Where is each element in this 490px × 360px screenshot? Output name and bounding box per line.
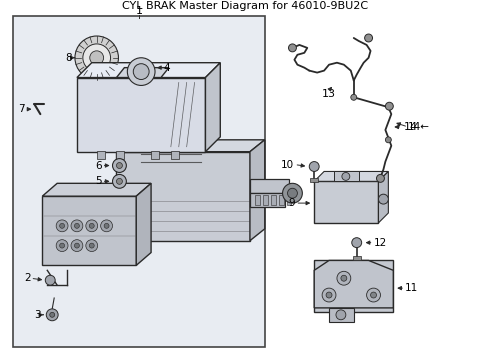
Text: 9: 9 (289, 198, 295, 208)
Polygon shape (205, 63, 221, 152)
Bar (147, 68, 151, 76)
Text: 1: 1 (136, 6, 143, 16)
Polygon shape (136, 183, 151, 265)
Text: 14: 14 (404, 122, 418, 132)
Bar (77, 77, 205, 152)
Circle shape (309, 162, 319, 171)
Circle shape (113, 175, 126, 188)
Circle shape (71, 240, 83, 252)
Text: 14←: 14← (408, 122, 430, 132)
Circle shape (104, 223, 109, 228)
Circle shape (283, 183, 302, 203)
Circle shape (386, 102, 393, 110)
Circle shape (365, 34, 372, 42)
Circle shape (113, 159, 126, 172)
Circle shape (75, 36, 119, 80)
Circle shape (90, 51, 103, 65)
Circle shape (89, 243, 94, 248)
Text: CYL BRAK Master Diagram for 46010-9BU2C: CYL BRAK Master Diagram for 46010-9BU2C (122, 1, 368, 12)
Circle shape (117, 178, 122, 184)
Bar (117, 152, 250, 241)
Circle shape (56, 240, 68, 252)
Text: 13: 13 (322, 89, 336, 99)
Circle shape (288, 188, 297, 198)
Polygon shape (117, 68, 169, 77)
Circle shape (86, 220, 98, 232)
Circle shape (117, 163, 122, 168)
Bar (334, 171, 359, 181)
Circle shape (144, 63, 154, 73)
Polygon shape (378, 171, 389, 223)
Circle shape (352, 238, 362, 248)
Circle shape (351, 94, 357, 100)
Circle shape (127, 58, 155, 85)
Text: 4: 4 (164, 63, 171, 73)
Bar (13, 16, 265, 347)
Circle shape (74, 243, 79, 248)
Text: 12: 12 (373, 238, 387, 248)
Circle shape (100, 220, 113, 232)
Bar (250, 193, 285, 207)
Polygon shape (77, 63, 221, 77)
Circle shape (60, 243, 65, 248)
Circle shape (337, 271, 351, 285)
Circle shape (89, 223, 94, 228)
Text: 5: 5 (95, 176, 101, 186)
Text: 2: 2 (24, 273, 30, 283)
Text: 3: 3 (34, 310, 40, 320)
Bar (263, 195, 268, 205)
Circle shape (326, 292, 332, 298)
Circle shape (83, 44, 111, 72)
Text: 6: 6 (95, 161, 101, 171)
Polygon shape (250, 140, 265, 241)
Text: 11: 11 (405, 283, 418, 293)
Circle shape (56, 220, 68, 232)
Polygon shape (314, 260, 393, 308)
Bar (171, 151, 179, 159)
Circle shape (71, 220, 83, 232)
Circle shape (341, 275, 347, 281)
Circle shape (74, 223, 79, 228)
Bar (117, 151, 124, 159)
Text: 7: 7 (18, 104, 24, 114)
Circle shape (60, 223, 65, 228)
Bar (42, 196, 136, 265)
Text: 10: 10 (281, 159, 294, 170)
Bar (310, 178, 318, 182)
Polygon shape (42, 183, 151, 196)
Circle shape (50, 312, 55, 317)
Circle shape (322, 288, 336, 302)
Bar (270, 195, 276, 205)
Circle shape (376, 175, 384, 182)
Bar (353, 256, 361, 260)
Circle shape (336, 310, 346, 320)
Polygon shape (117, 140, 265, 152)
Bar (250, 179, 290, 193)
Bar (287, 195, 292, 205)
Circle shape (367, 288, 380, 302)
Text: 8: 8 (65, 53, 72, 63)
Circle shape (45, 275, 55, 285)
Circle shape (289, 44, 296, 52)
Circle shape (386, 137, 392, 143)
Circle shape (378, 194, 389, 204)
Bar (151, 151, 159, 159)
Bar (97, 151, 104, 159)
Bar (279, 195, 284, 205)
Bar (329, 308, 354, 322)
Circle shape (133, 64, 149, 80)
Polygon shape (314, 171, 389, 181)
Circle shape (86, 240, 98, 252)
Bar (314, 260, 393, 312)
Circle shape (46, 309, 58, 321)
Circle shape (342, 172, 350, 180)
Bar (314, 181, 378, 223)
Bar (255, 195, 260, 205)
Circle shape (370, 292, 376, 298)
